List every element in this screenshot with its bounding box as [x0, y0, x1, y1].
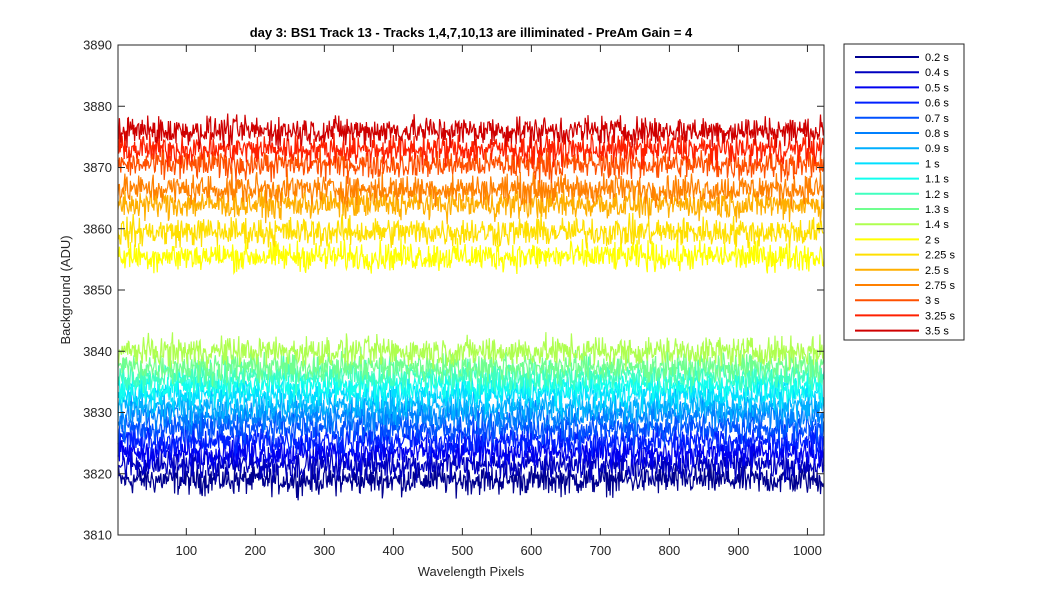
y-tick-label: 3860	[83, 221, 112, 236]
legend-label-13: 2.25 s	[925, 250, 955, 262]
legend-label-1: 0.4 s	[925, 67, 949, 79]
y-tick-label: 3840	[83, 344, 112, 359]
x-tick-label: 400	[383, 543, 405, 558]
x-tick-label: 1000	[793, 543, 822, 558]
x-tick-label: 200	[244, 543, 266, 558]
legend-label-17: 3.25 s	[925, 310, 955, 322]
x-axis-label: Wavelength Pixels	[418, 564, 525, 579]
series-line-0	[117, 460, 825, 501]
legend-label-7: 1 s	[925, 158, 940, 170]
y-tick-label: 3810	[83, 528, 112, 543]
series-layer	[117, 113, 825, 501]
legend: 0.2 s 0.4 s 0.5 s 0.6 s 0.7 s 0.8 s 0.9 s 1 s 1.…	[843, 43, 965, 341]
series-line-8	[117, 365, 825, 404]
y-tick-label: 3870	[83, 160, 112, 175]
series-line-7	[117, 374, 825, 415]
legend-label-0: 0.2 s	[925, 52, 949, 64]
legend-label-2: 0.5 s	[925, 82, 949, 94]
legend-label-12: 2 s	[925, 234, 940, 246]
axis-ticks: 100 200 300 400 500 600 700 800 900 1000 3810 3820 3…	[83, 38, 824, 558]
series-line-13	[117, 212, 825, 250]
series-line-12	[117, 237, 825, 276]
chart-title: day 3: BS1 Track 13 - Tracks 1,4,7,10,13…	[250, 25, 693, 40]
legend-label-4: 0.7 s	[925, 113, 949, 125]
y-axis-label: Background (ADU)	[58, 235, 73, 344]
series-line-11	[117, 332, 825, 371]
series-line-16	[117, 145, 825, 184]
series-line-9	[117, 355, 825, 396]
legend-label-15: 2.75 s	[925, 280, 955, 292]
series-line-15	[117, 168, 825, 209]
x-tick-label: 900	[728, 543, 750, 558]
series-line-4	[117, 406, 825, 448]
x-tick-label: 300	[313, 543, 335, 558]
y-tick-label: 3890	[83, 38, 112, 53]
legend-box	[843, 43, 965, 341]
x-tick-label: 700	[590, 543, 612, 558]
y-tick-label: 3830	[83, 405, 112, 420]
x-tick-label: 500	[452, 543, 474, 558]
legend-label-8: 1.1 s	[925, 174, 949, 186]
legend-label-11: 1.4 s	[925, 219, 949, 231]
legend-label-16: 3 s	[925, 295, 940, 307]
legend-label-18: 3.5 s	[925, 326, 949, 338]
series-line-17	[117, 129, 825, 170]
legend-label-3: 0.6 s	[925, 98, 949, 110]
x-tick-label: 600	[521, 543, 543, 558]
series-line-10	[117, 346, 825, 387]
x-tick-label: 100	[175, 543, 197, 558]
legend-label-6: 0.9 s	[925, 143, 949, 155]
legend-label-14: 2.5 s	[925, 265, 949, 277]
x-tick-label: 800	[659, 543, 681, 558]
series-line-18	[117, 113, 825, 150]
y-tick-label: 3850	[83, 283, 112, 298]
y-tick-label: 3820	[83, 466, 112, 481]
y-tick-label: 3880	[83, 99, 112, 114]
legend-label-9: 1.2 s	[925, 189, 949, 201]
legend-label-5: 0.8 s	[925, 128, 949, 140]
series-line-3	[117, 420, 825, 459]
legend-label-10: 1.3 s	[925, 204, 949, 216]
